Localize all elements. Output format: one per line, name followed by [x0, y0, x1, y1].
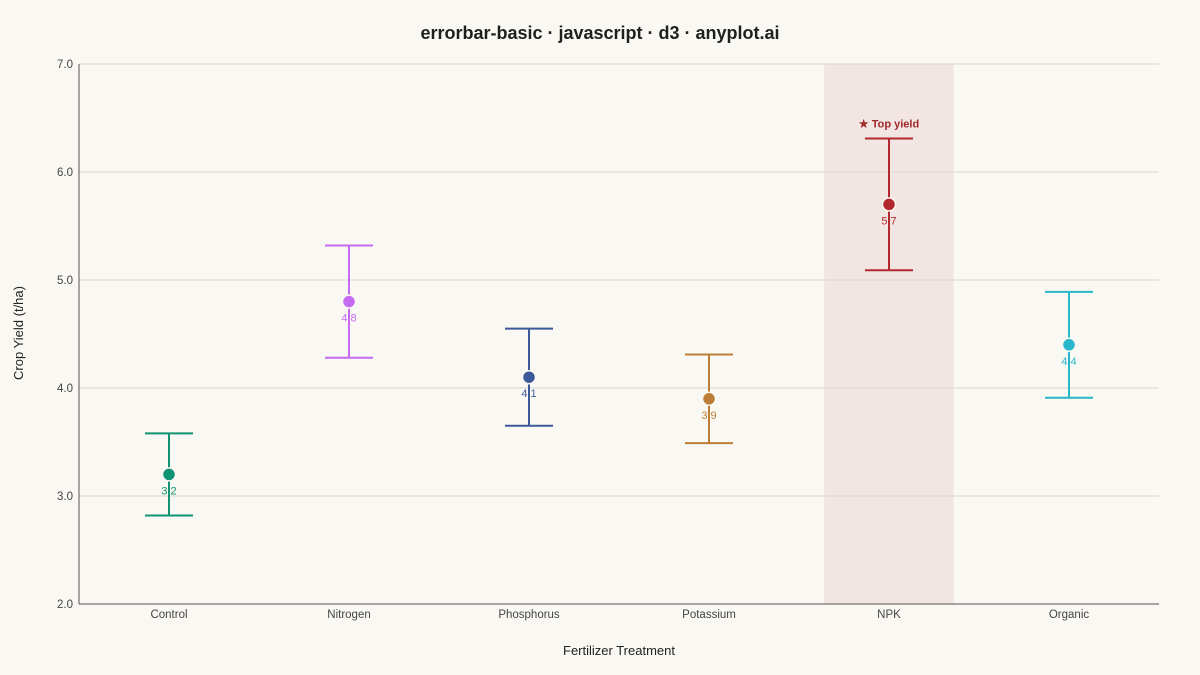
data-label: 4.8: [341, 313, 356, 325]
y-tick-label: 5.0: [57, 275, 73, 287]
grid: [79, 63, 1159, 497]
x-axis-title: Fertilizer Treatment: [563, 643, 675, 658]
error-bar-group: 4.4: [1045, 290, 1093, 399]
mean-point: [521, 369, 537, 385]
x-tick-label: Control: [150, 609, 187, 621]
data-label: 4.1: [521, 388, 536, 400]
mean-point: [1061, 337, 1077, 353]
data-label: 5.7: [881, 215, 896, 227]
error-bars: 3.2 4.8 4.1 3.9 5.7 ★ Top yield 4.4: [145, 119, 1093, 517]
error-bar-group: 4.1: [505, 327, 553, 427]
axes: [78, 64, 1159, 605]
x-ticks: Control Nitrogen Phosphorus Potassium NPK Org…: [150, 609, 1089, 621]
y-ticks: 2.0 3.0 4.0 5.0 6.0 7.0: [57, 59, 73, 611]
y-tick-label: 4.0: [57, 383, 73, 395]
x-tick-label: NPK: [877, 609, 901, 621]
mean-point: [161, 467, 177, 482]
mean-point: [341, 294, 357, 309]
error-bar-group: 4.8: [325, 244, 373, 359]
y-tick-label: 3.0: [57, 491, 73, 503]
chart-title: errorbar-basic · javascript · d3 · anypl…: [420, 23, 779, 43]
x-tick-label: Potassium: [682, 609, 736, 621]
x-tick-label: Phosphorus: [498, 609, 560, 621]
data-label: 3.2: [161, 485, 176, 497]
x-tick-label: Organic: [1049, 609, 1090, 621]
data-label: 4.4: [1061, 356, 1076, 368]
error-bar-group: 5.7 ★ Top yield: [859, 119, 919, 272]
mean-point: [701, 391, 717, 407]
y-tick-label: 7.0: [57, 59, 73, 71]
data-label: 3.9: [701, 410, 716, 422]
x-tick-label: Nitrogen: [327, 609, 370, 621]
error-bar-group: 3.9: [685, 353, 733, 445]
y-tick-label: 6.0: [57, 167, 73, 179]
error-bar-group: 3.2: [145, 432, 193, 517]
y-tick-label: 2.0: [57, 599, 73, 611]
mean-point: [881, 197, 897, 212]
y-axis-title: Crop Yield (t/ha): [11, 286, 26, 380]
annotation-label: ★ Top yield: [859, 119, 919, 131]
